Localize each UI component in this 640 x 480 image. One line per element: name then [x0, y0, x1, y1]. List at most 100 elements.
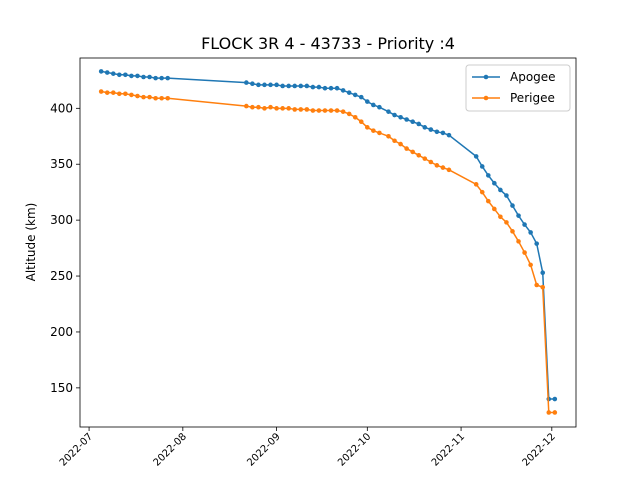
- data-point: [334, 108, 340, 113]
- y-tick-label: 350: [50, 157, 73, 171]
- series-apogee: [98, 69, 558, 402]
- data-point: [371, 102, 376, 108]
- y-tick-label: 250: [50, 269, 73, 283]
- data-point: [398, 114, 403, 120]
- data-point: [358, 94, 364, 100]
- data-point: [498, 187, 503, 193]
- data-point: [262, 82, 267, 88]
- y-tick-label: 150: [50, 381, 73, 395]
- data-point: [250, 81, 255, 87]
- data-point: [292, 107, 298, 112]
- data-point: [404, 146, 409, 151]
- data-point: [346, 90, 352, 95]
- data-point: [298, 83, 304, 89]
- data-point: [250, 104, 255, 110]
- data-point: [377, 130, 382, 136]
- data-point: [546, 410, 552, 415]
- data-point: [310, 84, 316, 90]
- data-point: [135, 73, 140, 79]
- data-point: [522, 222, 527, 227]
- data-point: [540, 284, 546, 290]
- data-point: [386, 133, 391, 139]
- data-point: [298, 107, 304, 112]
- data-point: [98, 69, 104, 74]
- data-point: [316, 84, 322, 90]
- data-point: [147, 74, 152, 80]
- data-point: [141, 74, 146, 80]
- data-point: [165, 75, 171, 81]
- data-point: [428, 127, 434, 132]
- data-point: [352, 92, 358, 98]
- data-point: [104, 70, 110, 75]
- data-point: [392, 138, 397, 144]
- series-layer: [98, 69, 558, 415]
- data-point: [129, 92, 134, 98]
- data-point: [504, 193, 509, 198]
- data-point: [479, 189, 485, 195]
- data-point: [552, 396, 558, 402]
- data-point: [479, 164, 485, 169]
- data-point: [268, 104, 273, 110]
- x-tick-label: 2022-12: [521, 431, 558, 468]
- data-point: [165, 95, 171, 101]
- y-tick-label: 300: [50, 213, 73, 227]
- data-point: [110, 71, 116, 76]
- data-point: [256, 104, 261, 110]
- data-point: [485, 198, 491, 204]
- data-point: [510, 229, 515, 234]
- data-point: [286, 106, 291, 111]
- data-point: [244, 80, 249, 85]
- data-point: [410, 119, 415, 125]
- data-point: [110, 90, 116, 95]
- data-point: [268, 82, 273, 88]
- data-point: [392, 112, 397, 118]
- data-point: [485, 173, 491, 178]
- data-point: [440, 165, 446, 170]
- data-point: [340, 88, 346, 93]
- data-point: [322, 108, 328, 113]
- data-point: [141, 94, 146, 100]
- data-point: [446, 167, 452, 173]
- y-axis-label: Altitude (km): [24, 203, 38, 282]
- data-point: [422, 125, 428, 130]
- data-point: [528, 262, 533, 268]
- data-point: [352, 114, 358, 120]
- data-point: [117, 91, 122, 97]
- x-tick-label: 2022-08: [152, 431, 189, 468]
- data-point: [504, 220, 509, 225]
- data-point: [346, 111, 352, 117]
- data-point: [123, 91, 128, 97]
- data-point: [316, 108, 322, 113]
- data-point: [334, 85, 340, 91]
- data-point: [371, 128, 376, 133]
- data-point: [365, 99, 370, 104]
- data-point: [440, 130, 446, 136]
- legend-label: Apogee: [510, 70, 556, 84]
- data-point: [123, 72, 128, 78]
- data-point: [274, 82, 279, 88]
- data-point: [516, 213, 521, 218]
- data-point: [534, 241, 539, 246]
- data-point: [274, 106, 279, 111]
- legend-swatch-marker: [483, 95, 489, 101]
- data-point: [159, 75, 164, 81]
- data-point: [552, 410, 558, 415]
- x-tick-label: 2022-10: [336, 431, 373, 468]
- data-point: [434, 163, 440, 168]
- x-tick-label: 2022-07: [58, 431, 95, 468]
- series-line: [101, 90, 555, 414]
- data-point: [147, 94, 152, 100]
- data-point: [528, 230, 533, 235]
- data-point: [304, 107, 310, 112]
- data-point: [473, 154, 479, 159]
- x-tick-label: 2022-09: [245, 431, 282, 468]
- data-point: [540, 270, 546, 275]
- series-line: [101, 70, 555, 400]
- data-point: [510, 203, 515, 208]
- data-point: [244, 103, 249, 109]
- data-point: [153, 75, 158, 81]
- data-point: [104, 90, 110, 95]
- data-point: [534, 282, 539, 288]
- data-point: [280, 106, 285, 111]
